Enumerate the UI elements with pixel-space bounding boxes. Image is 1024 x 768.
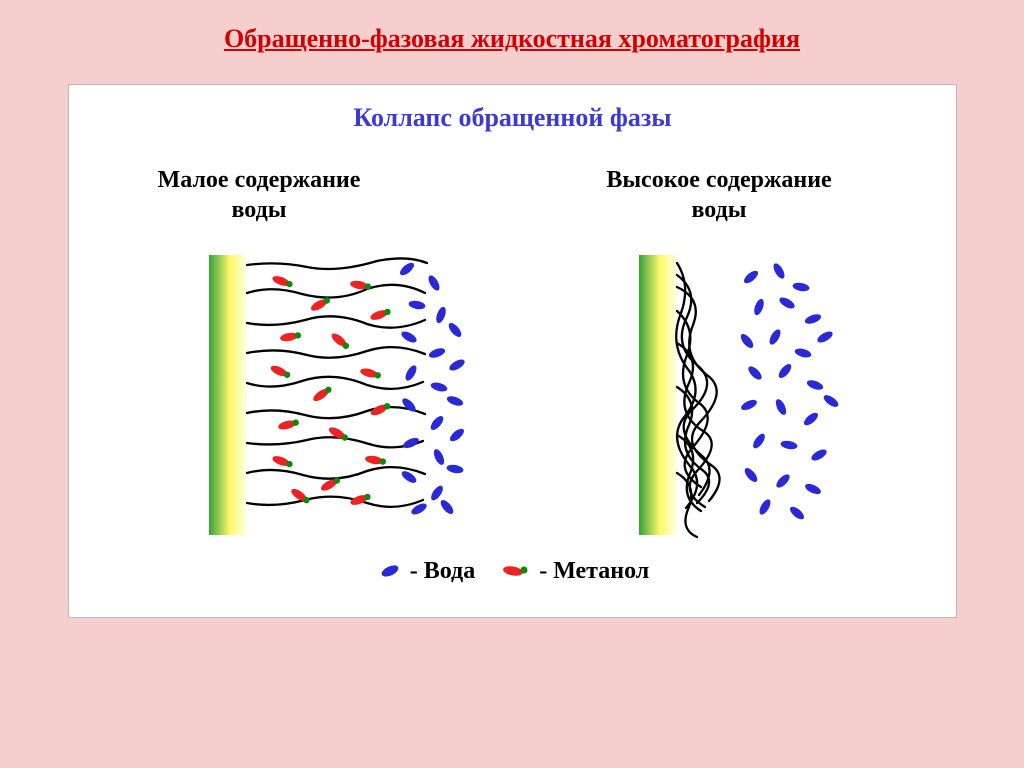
left-label-line1: Малое содержание	[158, 167, 361, 193]
legend-water-label: - Вода	[410, 558, 475, 584]
right-label-line1: Высокое содержание	[606, 167, 831, 193]
right-column-label: Высокое содержание воды	[569, 165, 869, 225]
water-icon	[376, 562, 404, 580]
diagram-panel: Коллапс обращенной фазы Малое содержание…	[68, 84, 957, 618]
left-label-line2: воды	[232, 197, 287, 223]
left-diagram	[209, 245, 469, 545]
methanol-icon	[499, 562, 533, 580]
slide-background: Обращенно-фазовая жидкостная хроматограф…	[0, 0, 1024, 768]
right-diagram	[639, 245, 869, 545]
legend-methanol-label: - Метанол	[539, 558, 649, 584]
legend: - Вода - Метанол	[69, 557, 956, 585]
panel-subtitle: Коллапс обращенной фазы	[69, 85, 956, 133]
left-column-label: Малое содержание воды	[109, 165, 409, 225]
right-label-line2: воды	[692, 197, 747, 223]
main-title: Обращенно-фазовая жидкостная хроматограф…	[0, 0, 1024, 62]
